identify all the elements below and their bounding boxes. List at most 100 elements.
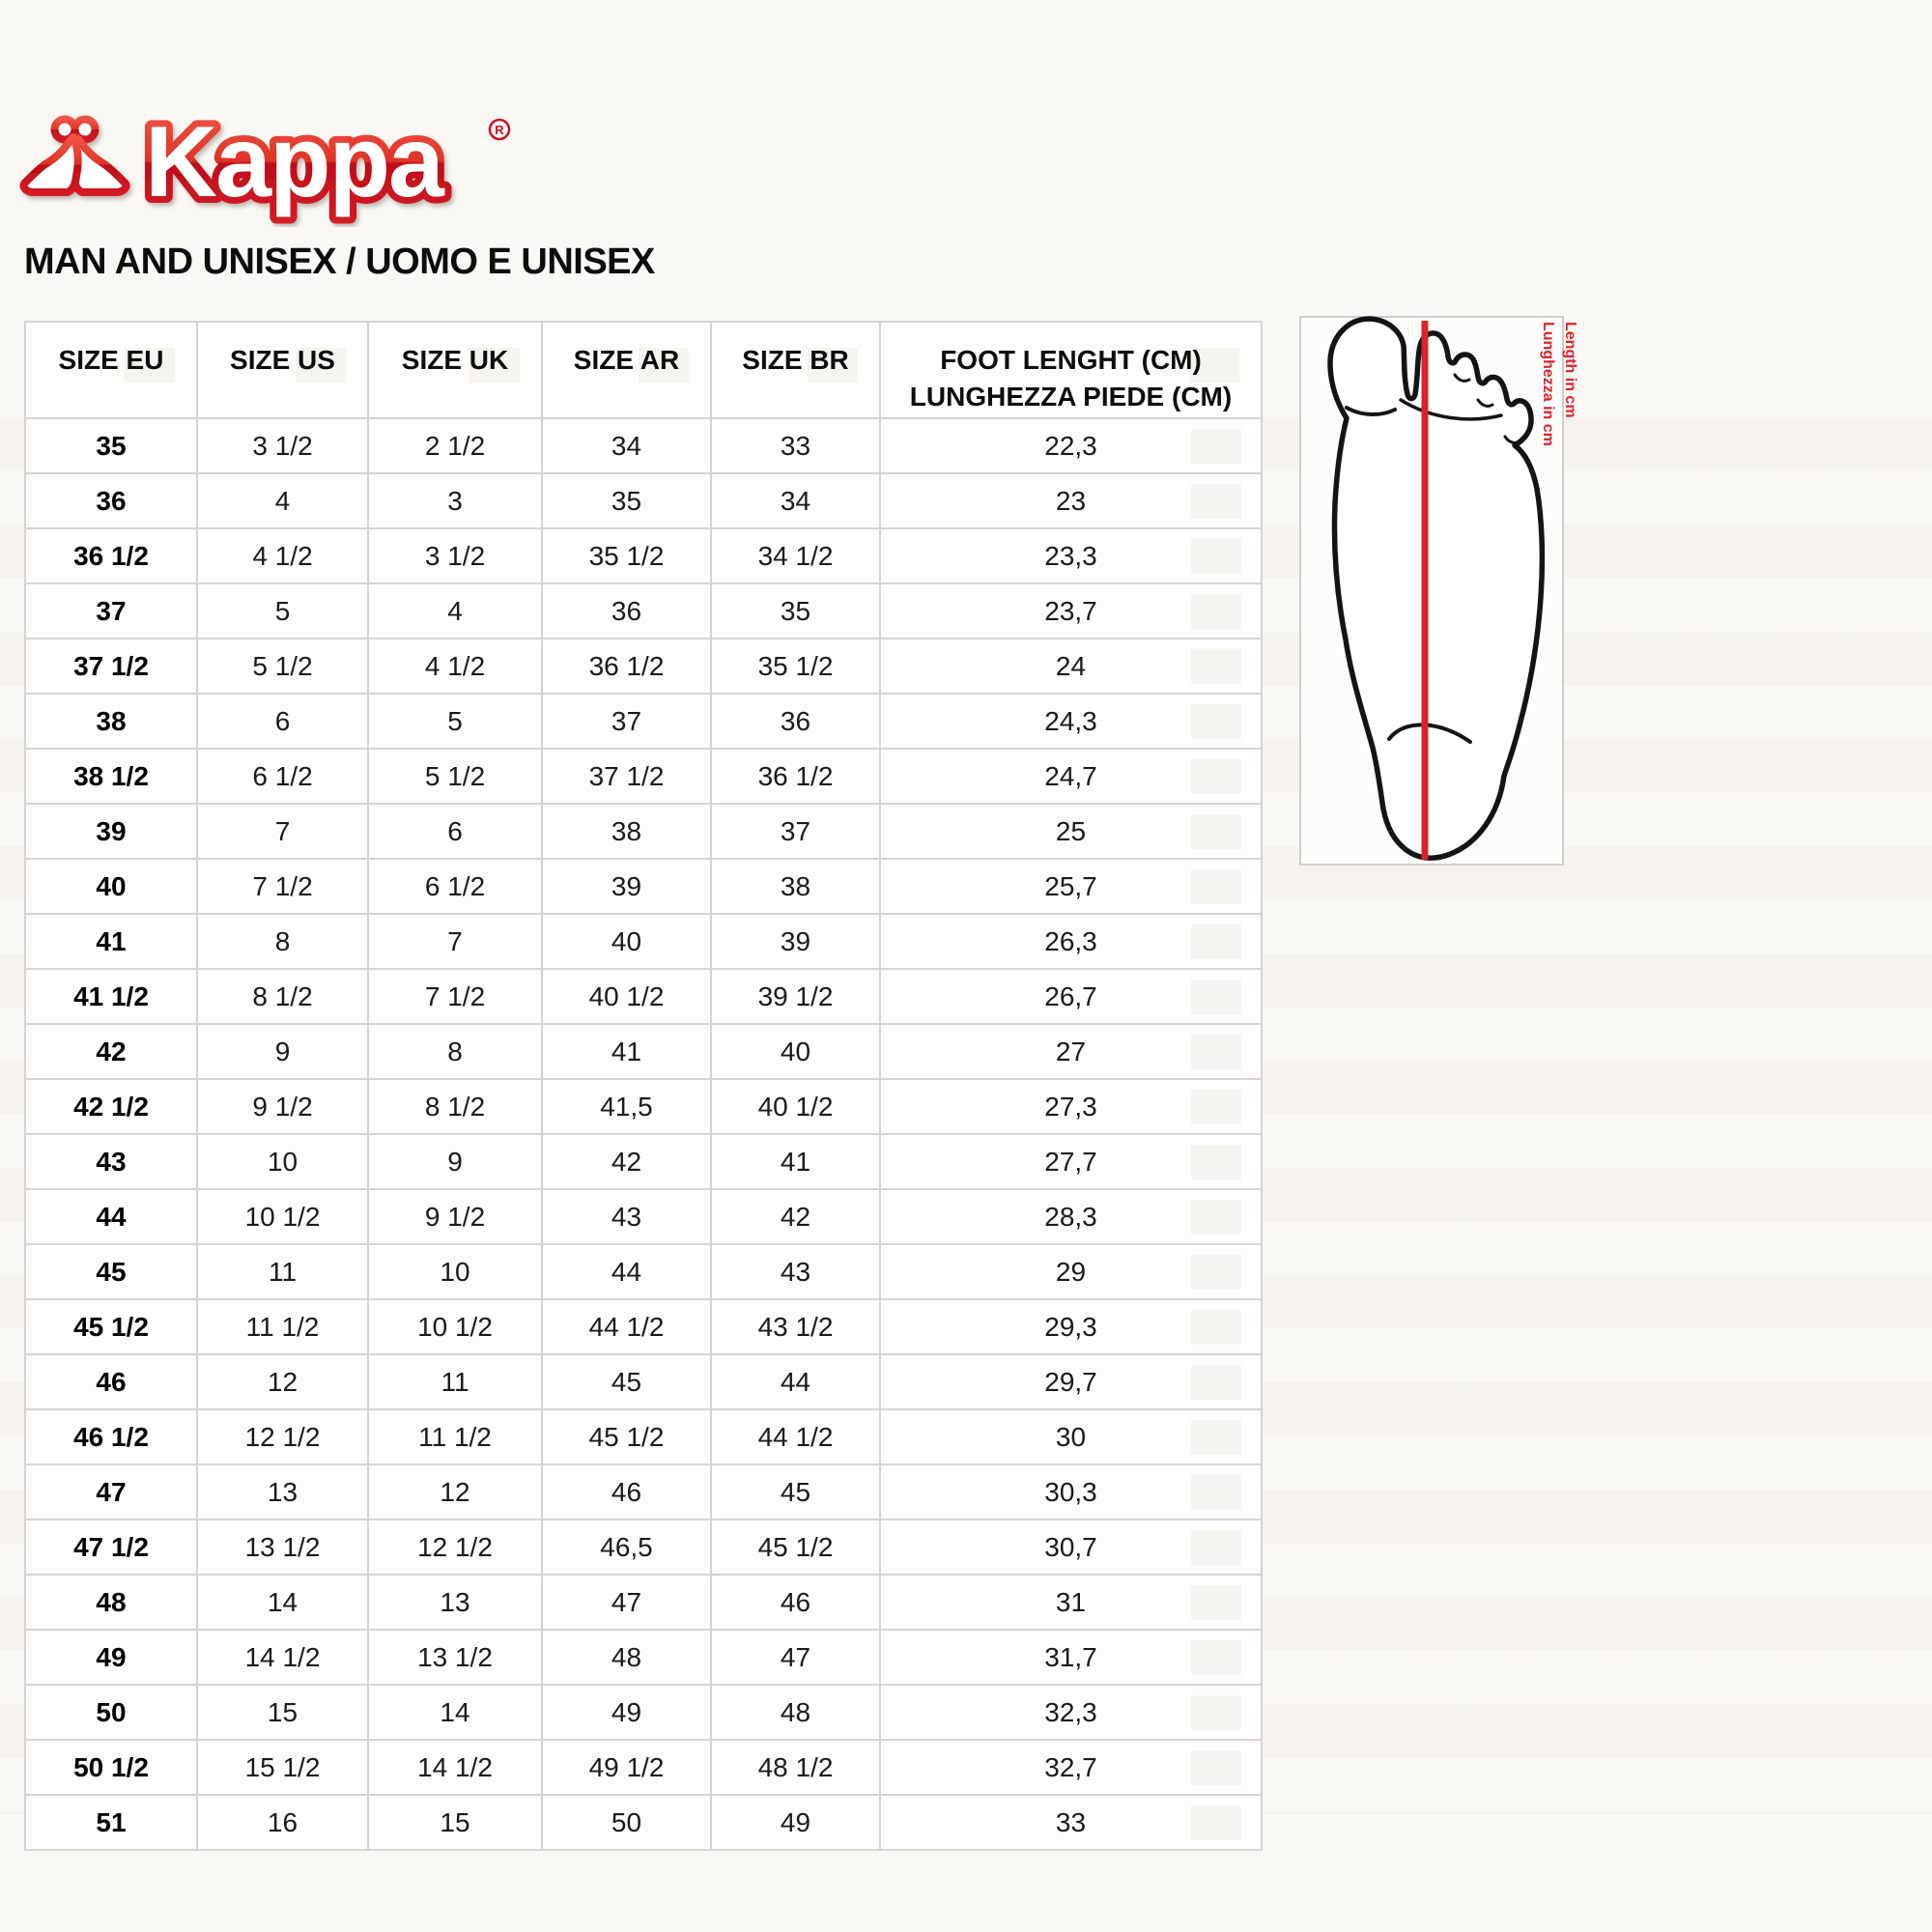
foot-length-header-line1: FOOT LENGHT (CM) <box>940 345 1202 375</box>
size-cell-br: 44 <box>710 1353 881 1410</box>
size-cell-foot_length_cm: 27 <box>879 1023 1263 1080</box>
svg-text:R: R <box>495 123 504 137</box>
table-row: 42 1/2 9 1/2 8 1/2 41,5 40 1/2 27,3 <box>24 1078 1263 1135</box>
size-cell-eu: 37 1/2 <box>24 638 198 695</box>
size-cell-br: 45 1/2 <box>710 1519 881 1576</box>
size-cell-br: 49 <box>710 1794 881 1851</box>
size-cell-foot_length_cm: 29 <box>879 1243 1263 1300</box>
table-row: 35 3 1/2 2 1/2 34 33 22,3 <box>24 417 1263 474</box>
table-row: 47 13 12 46 45 30,3 <box>24 1463 1263 1520</box>
size-cell-foot_length_cm: 29,3 <box>879 1298 1263 1355</box>
table-row: 51 16 15 50 49 33 <box>24 1794 1263 1851</box>
size-cell-br: 37 <box>710 803 881 860</box>
size-cell-br: 35 1/2 <box>710 638 881 695</box>
size-cell-uk: 7 1/2 <box>367 968 543 1025</box>
size-cell-foot_length_cm: 32,3 <box>879 1684 1263 1741</box>
size-cell-eu: 44 <box>24 1188 198 1245</box>
table-row: 36 4 3 35 34 23 <box>24 472 1263 529</box>
size-cell-us: 9 1/2 <box>196 1078 369 1135</box>
size-cell-foot_length_cm: 28,3 <box>879 1188 1263 1245</box>
size-cell-eu: 41 1/2 <box>24 968 198 1025</box>
size-cell-br: 48 <box>710 1684 881 1741</box>
size-cell-eu: 47 1/2 <box>24 1519 198 1576</box>
size-cell-ar: 47 <box>541 1574 712 1631</box>
table-row: 47 1/2 13 1/2 12 1/2 46,5 45 1/2 30,7 <box>24 1519 1263 1576</box>
size-cell-uk: 4 <box>367 582 543 639</box>
size-cell-foot_length_cm: 33 <box>879 1794 1263 1851</box>
size-cell-ar: 38 <box>541 803 712 860</box>
table-header-row: SIZE EU SIZE US SIZE UK SIZE AR SIZE BR … <box>24 321 1263 419</box>
size-cell-us: 6 1/2 <box>196 748 369 805</box>
size-cell-br: 45 <box>710 1463 881 1520</box>
size-cell-us: 3 1/2 <box>196 417 369 474</box>
size-cell-foot_length_cm: 30 <box>879 1408 1263 1465</box>
size-cell-br: 34 1/2 <box>710 527 881 584</box>
size-cell-uk: 10 1/2 <box>367 1298 543 1355</box>
size-cell-uk: 9 <box>367 1133 543 1190</box>
size-cell-ar: 40 1/2 <box>541 968 712 1025</box>
table-row: 48 14 13 47 46 31 <box>24 1574 1263 1631</box>
size-cell-us: 7 1/2 <box>196 858 369 915</box>
size-cell-eu: 51 <box>24 1794 198 1851</box>
size-cell-us: 5 <box>196 582 369 639</box>
column-header-size-uk: SIZE UK <box>367 321 543 419</box>
table-row: 40 7 1/2 6 1/2 39 38 25,7 <box>24 858 1263 915</box>
size-cell-us: 10 <box>196 1133 369 1190</box>
size-cell-br: 42 <box>710 1188 881 1245</box>
size-cell-br: 38 <box>710 858 881 915</box>
table-row: 39 7 6 38 37 25 <box>24 803 1263 860</box>
size-table: SIZE EU SIZE US SIZE UK SIZE AR SIZE BR … <box>24 321 1263 1851</box>
table-row: 45 1/2 11 1/2 10 1/2 44 1/2 43 1/2 29,3 <box>24 1298 1263 1355</box>
size-cell-eu: 38 1/2 <box>24 748 198 805</box>
size-cell-ar: 37 <box>541 693 712 750</box>
size-cell-eu: 43 <box>24 1133 198 1190</box>
foot-measure-figure: Length in cm Lunghezza in cm <box>1287 307 1586 887</box>
size-cell-eu: 40 <box>24 858 198 915</box>
size-cell-eu: 48 <box>24 1574 198 1631</box>
table-row: 41 8 7 40 39 26,3 <box>24 913 1263 970</box>
size-cell-eu: 41 <box>24 913 198 970</box>
table-row: 46 1/2 12 1/2 11 1/2 45 1/2 44 1/2 30 <box>24 1408 1263 1465</box>
size-cell-uk: 6 <box>367 803 543 860</box>
size-cell-us: 12 1/2 <box>196 1408 369 1465</box>
size-cell-eu: 47 <box>24 1463 198 1520</box>
size-cell-eu: 46 1/2 <box>24 1408 198 1465</box>
size-cell-br: 36 <box>710 693 881 750</box>
size-cell-br: 40 <box>710 1023 881 1080</box>
size-cell-eu: 45 1/2 <box>24 1298 198 1355</box>
foot-length-header-line2: LUNGHEZZA PIEDE (CM) <box>909 382 1233 412</box>
size-cell-us: 6 <box>196 693 369 750</box>
size-table-body: 35 3 1/2 2 1/2 34 33 22,3 36 4 3 35 34 23 36 1/2 4 1/… <box>24 417 1263 1851</box>
size-cell-uk: 11 1/2 <box>367 1408 543 1465</box>
size-cell-uk: 5 <box>367 693 543 750</box>
column-header-size-us: SIZE US <box>196 321 369 419</box>
size-cell-uk: 2 1/2 <box>367 417 543 474</box>
size-cell-uk: 7 <box>367 913 543 970</box>
size-cell-br: 33 <box>710 417 881 474</box>
size-cell-uk: 3 <box>367 472 543 529</box>
table-row: 44 10 1/2 9 1/2 43 42 28,3 <box>24 1188 1263 1245</box>
size-cell-ar: 43 <box>541 1188 712 1245</box>
size-cell-uk: 13 1/2 <box>367 1629 543 1686</box>
size-cell-ar: 44 <box>541 1243 712 1300</box>
size-cell-ar: 40 <box>541 913 712 970</box>
table-row: 42 9 8 41 40 27 <box>24 1023 1263 1080</box>
table-row: 38 6 5 37 36 24,3 <box>24 693 1263 750</box>
size-cell-us: 13 1/2 <box>196 1519 369 1576</box>
size-cell-br: 36 1/2 <box>710 748 881 805</box>
size-cell-us: 9 <box>196 1023 369 1080</box>
size-cell-uk: 8 1/2 <box>367 1078 543 1135</box>
column-header-size-eu: SIZE EU <box>24 321 198 419</box>
size-cell-ar: 41,5 <box>541 1078 712 1135</box>
column-header-size-br: SIZE BR <box>710 321 881 419</box>
kappa-logo: Kappa R <box>19 82 560 227</box>
size-cell-br: 48 1/2 <box>710 1739 881 1796</box>
size-cell-us: 16 <box>196 1794 369 1851</box>
size-cell-us: 14 <box>196 1574 369 1631</box>
size-cell-eu: 50 <box>24 1684 198 1741</box>
page-title: MAN AND UNISEX / UOMO E UNISEX <box>24 242 655 282</box>
size-cell-foot_length_cm: 25 <box>879 803 1263 860</box>
size-cell-uk: 12 <box>367 1463 543 1520</box>
size-cell-ar: 37 1/2 <box>541 748 712 805</box>
size-cell-us: 8 <box>196 913 369 970</box>
